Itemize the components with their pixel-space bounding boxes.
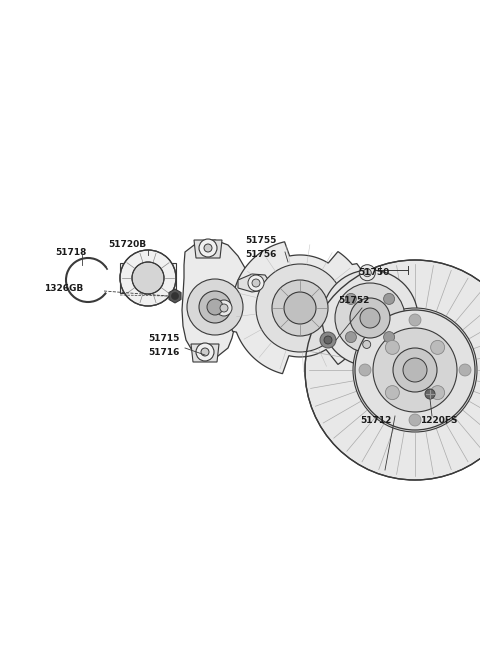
Circle shape bbox=[335, 283, 405, 353]
Circle shape bbox=[353, 308, 477, 432]
Circle shape bbox=[409, 314, 421, 326]
Circle shape bbox=[272, 280, 328, 336]
Circle shape bbox=[373, 328, 457, 412]
Circle shape bbox=[248, 275, 264, 291]
Polygon shape bbox=[182, 240, 248, 358]
Circle shape bbox=[187, 279, 243, 335]
Circle shape bbox=[409, 414, 421, 426]
Circle shape bbox=[207, 299, 223, 315]
Text: 51716: 51716 bbox=[148, 348, 180, 357]
Polygon shape bbox=[169, 289, 181, 303]
Circle shape bbox=[132, 262, 164, 294]
Circle shape bbox=[385, 341, 399, 354]
Circle shape bbox=[359, 364, 371, 376]
Circle shape bbox=[355, 310, 475, 430]
Text: 51752: 51752 bbox=[338, 296, 370, 305]
Text: 1220FS: 1220FS bbox=[420, 416, 457, 425]
Circle shape bbox=[322, 270, 418, 366]
Circle shape bbox=[220, 304, 228, 312]
Circle shape bbox=[120, 250, 176, 306]
Circle shape bbox=[431, 341, 444, 354]
Circle shape bbox=[385, 386, 399, 400]
Polygon shape bbox=[238, 274, 270, 292]
Text: 51720B: 51720B bbox=[108, 240, 146, 249]
Text: 51715: 51715 bbox=[148, 334, 180, 343]
Polygon shape bbox=[194, 240, 222, 258]
Text: 1326GB: 1326GB bbox=[44, 284, 83, 293]
Circle shape bbox=[459, 364, 471, 376]
Circle shape bbox=[320, 332, 336, 348]
Polygon shape bbox=[120, 263, 176, 293]
Circle shape bbox=[359, 337, 375, 352]
Polygon shape bbox=[191, 344, 219, 362]
Text: 51718: 51718 bbox=[55, 248, 86, 257]
Text: 51756: 51756 bbox=[245, 250, 276, 259]
Circle shape bbox=[360, 265, 375, 281]
Circle shape bbox=[324, 336, 332, 344]
Polygon shape bbox=[228, 242, 370, 374]
Circle shape bbox=[196, 343, 214, 361]
Circle shape bbox=[384, 331, 395, 343]
Circle shape bbox=[363, 341, 371, 348]
Circle shape bbox=[256, 264, 344, 352]
Circle shape bbox=[403, 358, 427, 382]
Circle shape bbox=[204, 244, 212, 252]
Circle shape bbox=[393, 348, 437, 392]
Circle shape bbox=[346, 331, 357, 343]
Circle shape bbox=[305, 260, 480, 480]
Text: 51750: 51750 bbox=[358, 268, 389, 277]
Circle shape bbox=[350, 298, 390, 338]
Text: 51755: 51755 bbox=[245, 236, 276, 245]
Text: 51712: 51712 bbox=[360, 416, 391, 425]
Circle shape bbox=[425, 389, 435, 399]
Circle shape bbox=[431, 386, 444, 400]
Circle shape bbox=[384, 293, 395, 305]
Circle shape bbox=[284, 292, 316, 324]
Circle shape bbox=[363, 269, 372, 276]
Circle shape bbox=[252, 279, 260, 287]
Circle shape bbox=[199, 239, 217, 257]
Circle shape bbox=[346, 293, 357, 305]
Circle shape bbox=[216, 300, 232, 316]
Circle shape bbox=[199, 291, 231, 323]
Circle shape bbox=[171, 293, 179, 299]
Circle shape bbox=[360, 308, 380, 328]
Circle shape bbox=[201, 348, 209, 356]
